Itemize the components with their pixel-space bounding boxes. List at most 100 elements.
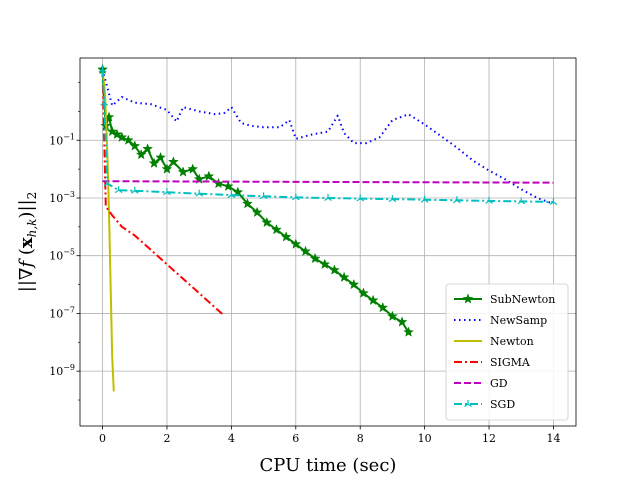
x-tick-label: 14	[546, 432, 560, 445]
series-line-newton	[101, 69, 115, 392]
x-tick-label: 4	[228, 432, 235, 445]
series-line-gd	[102, 180, 554, 184]
tri-marker-arm	[520, 200, 526, 205]
data-point-subnewton	[280, 231, 292, 242]
tri-marker-arm	[118, 189, 123, 194]
legend-box	[445, 283, 569, 421]
legend-entry-newton: Newton	[454, 335, 534, 348]
tri-marker-arm	[359, 198, 365, 202]
series-layer	[97, 63, 558, 392]
data-point-subnewton	[338, 271, 350, 282]
series-newton	[101, 69, 115, 392]
data-point-subnewton	[290, 238, 302, 249]
data-point-subnewton	[116, 131, 128, 142]
tri-marker-arm	[103, 183, 108, 187]
data-point-subnewton	[222, 180, 234, 192]
tri-marker-arm	[134, 190, 139, 194]
tri-marker-arm	[485, 200, 490, 204]
data-point-subnewton	[251, 206, 263, 218]
data-point-sgd	[291, 193, 300, 201]
x-tick-label: 12	[482, 432, 496, 445]
data-point-subnewton	[319, 258, 331, 269]
tri-marker-arm	[464, 403, 469, 407]
data-point-subnewton	[167, 156, 179, 167]
y-axis-title-outer-sub: 2	[25, 192, 39, 200]
data-point-sgd	[452, 196, 461, 204]
data-point-subnewton	[232, 186, 244, 197]
tri-marker-arm	[103, 102, 109, 106]
y-axis-title-paren-open: (	[16, 248, 37, 261]
x-axis-title: CPU time (sec)	[260, 455, 397, 476]
data-point-sgd	[324, 193, 332, 201]
data-point-subnewton	[129, 140, 141, 151]
data-point-subnewton	[106, 125, 118, 137]
data-point-subnewton	[329, 264, 340, 275]
data-point-sgd	[103, 179, 112, 187]
data-point-subnewton	[271, 223, 282, 235]
legend-entry-sgd: SGD	[454, 398, 515, 411]
tri-marker-arm	[452, 199, 458, 204]
x-tick-label: 2	[163, 432, 170, 445]
data-point-sgd	[388, 195, 397, 203]
data-point-subnewton	[261, 216, 273, 228]
legend-entry-gd: GD	[454, 377, 508, 390]
y-tick-label: 10−7	[49, 305, 75, 320]
y-tick-label: 10−1	[49, 132, 75, 147]
data-point-subnewton	[300, 245, 311, 256]
legend-marker-subnewton	[462, 293, 474, 304]
data-point-subnewton	[367, 294, 379, 306]
series-subnewton	[97, 63, 414, 337]
data-point-subnewton	[142, 143, 154, 154]
y-tick-exponent: −5	[63, 248, 75, 257]
x-tick-label: 10	[418, 432, 432, 445]
tri-marker-arm	[114, 189, 119, 194]
legend-label-newsamp: NewSamp	[490, 314, 547, 327]
data-point-subnewton	[122, 134, 134, 145]
legend-marker-sgd	[464, 400, 472, 407]
y-tick-mantissa: 10	[49, 134, 63, 147]
tri-marker-arm	[420, 199, 425, 203]
data-point-sgd	[549, 198, 558, 206]
tri-marker-arm	[107, 183, 112, 187]
data-point-sgd	[485, 196, 493, 204]
y-tick-exponent: −7	[63, 305, 75, 314]
x-tick-label: 0	[99, 432, 106, 445]
tri-marker-arm	[98, 69, 103, 73]
tri-marker-arm	[166, 191, 171, 196]
tri-marker-arm	[291, 196, 297, 201]
tri-marker-arm	[549, 201, 554, 206]
legend-label-gd: GD	[490, 377, 508, 390]
data-point-subnewton	[111, 128, 123, 140]
y-axis-title-paren-close: )	[16, 212, 37, 219]
y-axis-title-sub: h,k	[25, 219, 39, 238]
tri-marker-arm	[327, 197, 332, 201]
tri-marker-arm	[356, 198, 361, 202]
tri-marker-arm	[553, 201, 558, 206]
x-tick-label: 8	[357, 432, 364, 445]
y-tick-mantissa: 10	[49, 250, 63, 263]
data-point-subnewton	[348, 278, 360, 290]
data-point-sgd	[195, 189, 204, 197]
plot-frame	[79, 57, 577, 427]
data-point-subnewton	[161, 163, 173, 174]
series-gd	[102, 180, 554, 184]
y-axis-title-norm-open: ||∇	[16, 268, 37, 293]
tri-marker-arm	[130, 190, 136, 194]
series-newsamp	[101, 69, 554, 205]
y-tick-exponent: −1	[63, 132, 75, 141]
y-tick-mantissa: 10	[49, 307, 63, 320]
y-tick-mantissa: 10	[49, 365, 63, 378]
data-point-subnewton	[187, 163, 199, 174]
tri-marker-arm	[100, 102, 105, 106]
data-point-sgd	[130, 186, 139, 194]
legend-entry-sigma: SIGMA	[454, 356, 531, 369]
y-axis-title: ||∇f (xh,k)||2	[16, 192, 39, 293]
y-tick-exponent: −9	[63, 363, 75, 372]
data-point-subnewton	[155, 151, 166, 163]
series-sgd	[98, 65, 558, 206]
legend-entry-subnewton: SubNewton	[454, 293, 555, 306]
series-line-sigma	[101, 69, 224, 316]
legend-label-newton: Newton	[490, 335, 534, 348]
